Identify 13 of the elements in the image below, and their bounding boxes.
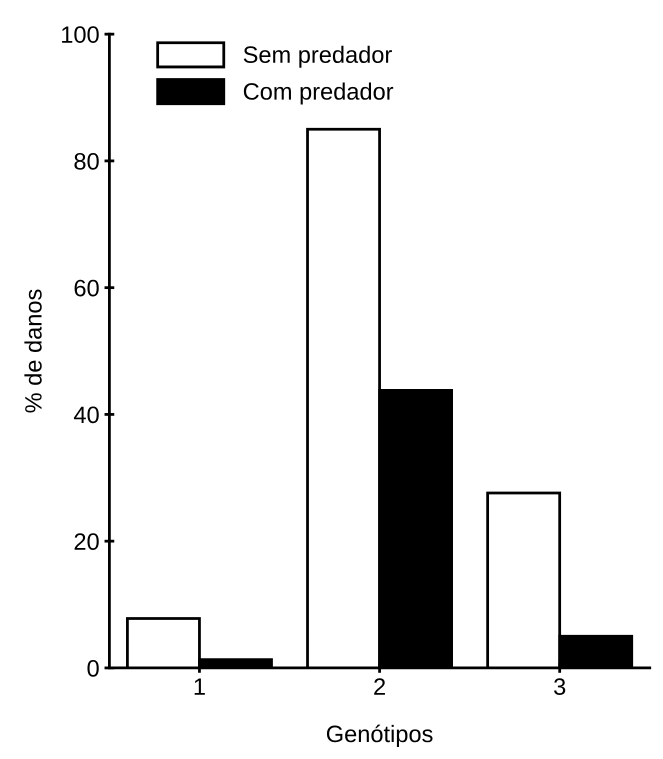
y-axis-title: % de danos [24, 290, 42, 413]
x-tick-label: 2 [374, 678, 385, 695]
x-axis-title: Genótipos [326, 724, 433, 747]
x-tick-label: 1 [194, 678, 205, 695]
y-tick-label: 20 [74, 533, 99, 550]
legend-label: Sem predador [244, 46, 392, 68]
y-tick-label: 60 [74, 280, 99, 296]
x-tick-label: 3 [554, 678, 566, 695]
y-tick-label: 40 [74, 406, 99, 424]
y-tick-label: 80 [74, 152, 99, 170]
y-tick-label: 100 [62, 26, 99, 43]
y-tick-label: 0 [87, 660, 99, 677]
legend-label: Com predador [244, 82, 394, 104]
